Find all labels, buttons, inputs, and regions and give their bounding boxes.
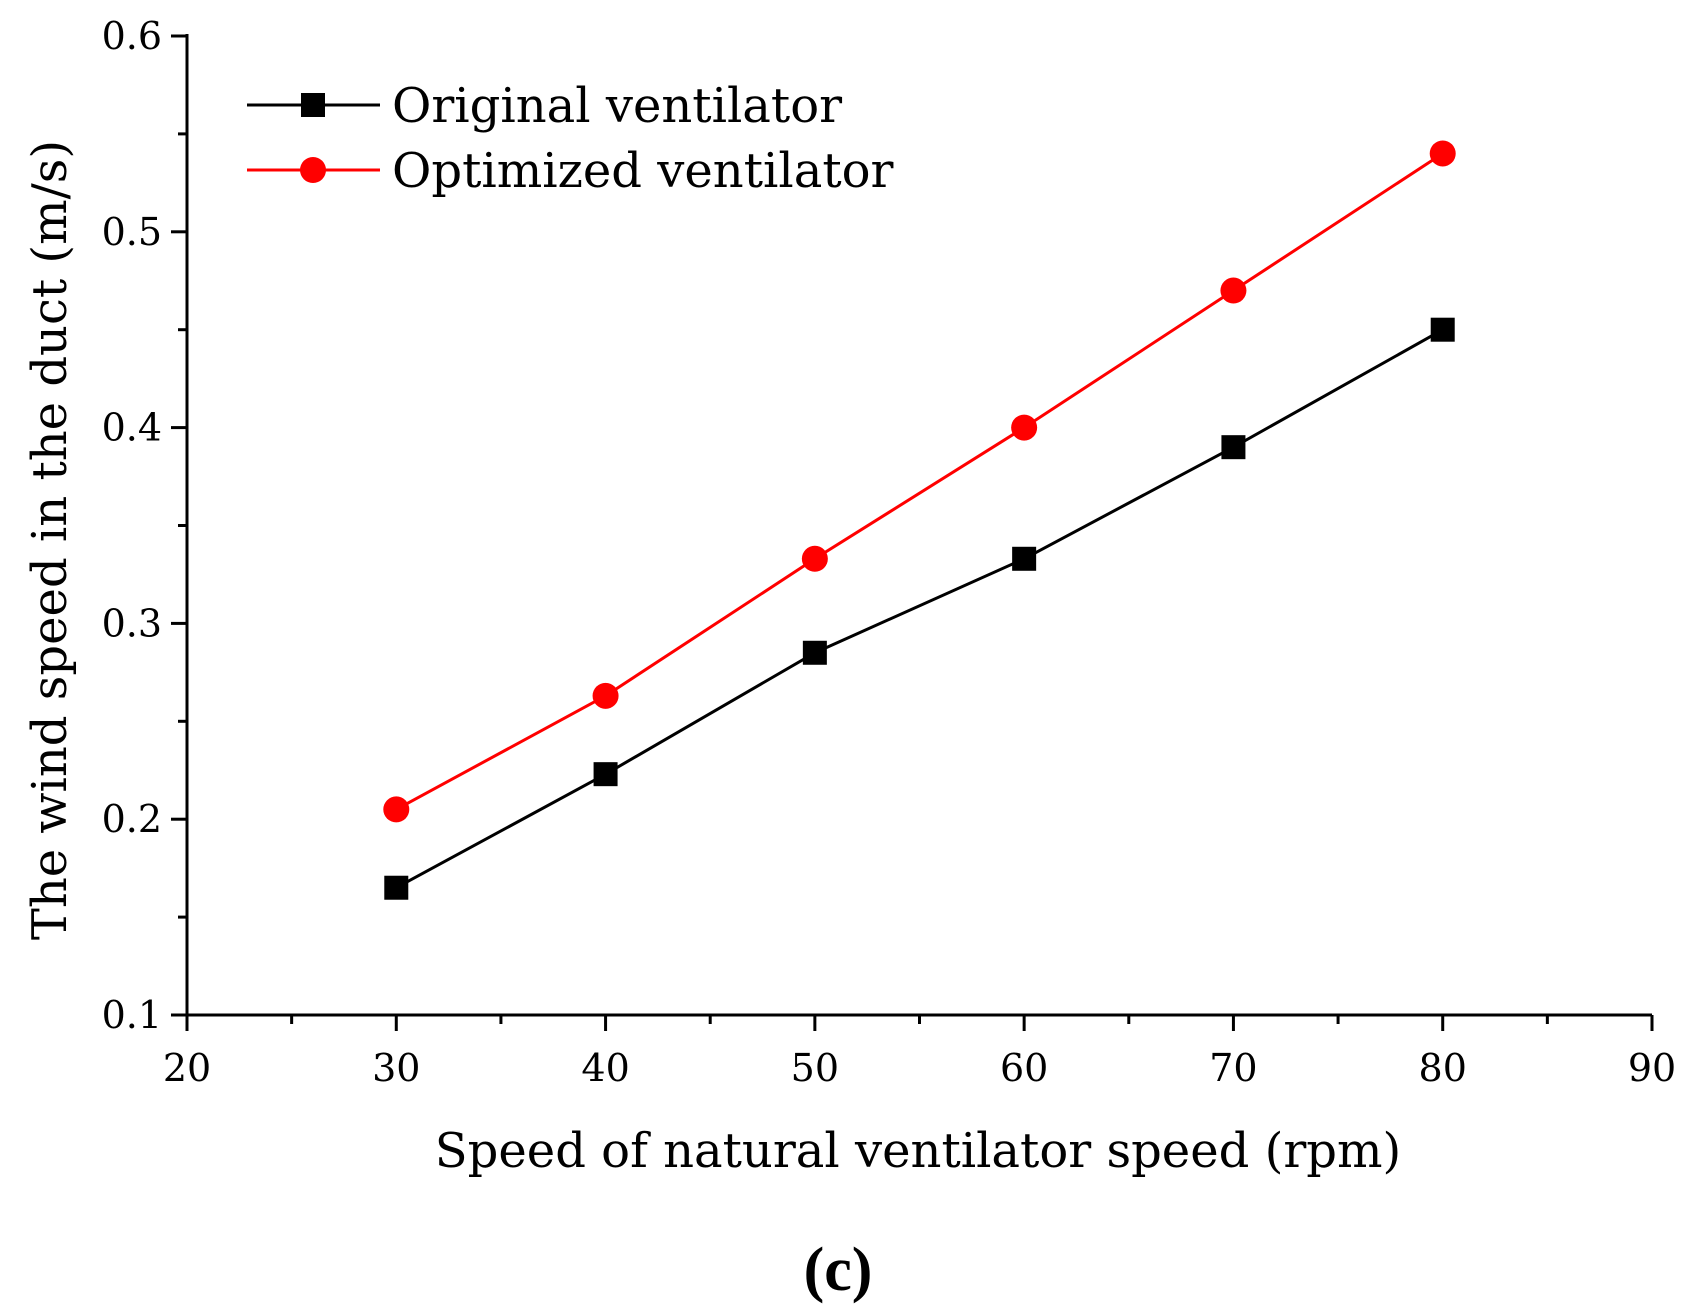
x-tick-label: 50 <box>791 1046 839 1090</box>
x-tick-label: 20 <box>163 1046 211 1090</box>
x-tick-label: 80 <box>1419 1046 1467 1090</box>
x-tick-label: 40 <box>581 1046 629 1090</box>
data-point-optimized <box>1429 140 1456 167</box>
data-point-optimized <box>801 545 828 572</box>
y-axis-ticks: 0.1 0.2 0.3 0.4 0.5 0.6 <box>102 14 187 1037</box>
series-line-optimized <box>395 152 1444 811</box>
y-tick-label: 0.6 <box>102 14 162 58</box>
data-point-original <box>593 762 618 787</box>
y-tick-label: 0.2 <box>102 797 162 841</box>
y-tick-label: 0.4 <box>102 406 162 450</box>
legend-marker-optimized <box>300 157 326 183</box>
data-point-optimized <box>1220 277 1247 304</box>
y-tick-label: 0.5 <box>102 210 162 254</box>
data-point-original <box>802 640 827 665</box>
data-point-original <box>384 875 409 900</box>
data-point-optimized <box>592 682 619 709</box>
y-tick-label: 0.3 <box>102 601 162 645</box>
series-layer <box>383 140 1456 900</box>
x-axis-title: Speed of natural ventilator speed (rpm) <box>435 1123 1401 1179</box>
y-tick-label: 0.1 <box>102 993 162 1037</box>
data-point-optimized <box>383 796 410 823</box>
data-point-original <box>1221 435 1246 460</box>
x-tick-label: 70 <box>1209 1046 1257 1090</box>
data-point-optimized <box>1011 414 1038 441</box>
y-axis-title: The wind speed in the duct (m/s) <box>22 140 78 940</box>
data-point-original <box>1430 317 1455 342</box>
x-tick-label: 30 <box>372 1046 420 1090</box>
legend-label-original: Original ventilator <box>392 78 842 134</box>
x-tick-label: 90 <box>1628 1046 1676 1090</box>
legend-label-optimized: Optimized ventilator <box>392 143 894 199</box>
data-point-original <box>1012 546 1037 571</box>
legend: Original ventilator Optimized ventilator <box>247 78 894 199</box>
x-tick-label: 60 <box>1000 1046 1048 1090</box>
legend-marker-original <box>301 93 325 117</box>
x-axis-ticks: 20 30 40 50 60 70 80 90 <box>163 1015 1676 1090</box>
series-line-original <box>395 328 1444 890</box>
panel-label: (c) <box>804 1236 873 1304</box>
